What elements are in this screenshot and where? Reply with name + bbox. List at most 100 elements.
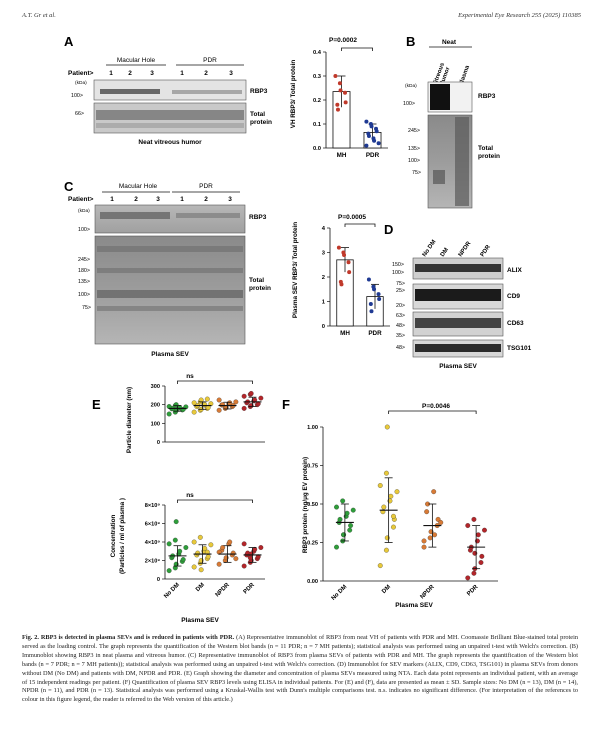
data-point (198, 397, 204, 403)
group-label-macular-hole: Macular Hole (119, 183, 158, 190)
data-point (335, 102, 340, 107)
rbp3-band-mh (100, 89, 160, 94)
data-point (241, 393, 247, 399)
data-point (333, 74, 338, 78)
data-point (227, 400, 233, 406)
data-point (233, 399, 239, 405)
panel-b: B Neat Vitreous Humor Plasma (kDa) 100> … (403, 34, 500, 209)
y-tick-label: 2×10⁹ (145, 559, 161, 565)
data-point (198, 567, 204, 573)
marker: 135> (78, 279, 90, 285)
x-tick-label: PDR (466, 584, 480, 598)
marker: 245> (408, 128, 420, 134)
y-axis-label: Particle diameter (nm) (126, 387, 133, 453)
rbp3-band-pdr (172, 90, 242, 94)
marker: 75> (412, 170, 421, 176)
lane-label: NPDR (458, 240, 473, 258)
p-value-label: P=0.0002 (329, 37, 357, 44)
data-point (479, 553, 485, 559)
data-point (335, 107, 340, 112)
data-point (191, 539, 197, 545)
rbp3-band-vh (430, 84, 450, 110)
band-label-protein: protein (478, 153, 500, 160)
x-tick-label: DM (195, 582, 206, 593)
data-point (391, 524, 396, 530)
data-point (372, 138, 377, 143)
patient-label: Patient> (68, 70, 94, 77)
lane-number: 2 (204, 70, 208, 77)
data-point (344, 510, 350, 516)
data-point (220, 545, 226, 550)
band-label-rbp3: RBP3 (250, 88, 268, 95)
marker: 245> (78, 257, 90, 263)
p-value-label: P=0.0046 (422, 403, 450, 410)
data-point (421, 538, 427, 544)
data-point (220, 402, 226, 408)
marker-100: 100> (71, 93, 83, 99)
data-point (377, 297, 382, 302)
figure-2: A Macular Hole PDR Patient> 1 2 3 1 2 3 … (64, 34, 532, 624)
y-tick-label: 6×10⁹ (145, 522, 161, 528)
figure-caption: Fig. 2. RBP3 is detected in plasma SEVs … (22, 634, 578, 705)
y-tick-label: 4 (322, 226, 326, 232)
significance-bracket (341, 47, 373, 51)
panel-letter: F (282, 397, 290, 412)
data-point (334, 544, 339, 550)
data-point (465, 575, 471, 581)
data-point (197, 534, 203, 540)
data-point (191, 564, 197, 570)
marker: 100> (408, 158, 420, 164)
significance-bracket (177, 380, 253, 384)
data-point (394, 489, 400, 495)
panel-e-concentration-chart: ns Concentration (Particles / ml of plas… (110, 492, 265, 624)
x-tick-label: NPDR (215, 582, 232, 599)
group-label-pdr: PDR (203, 57, 217, 64)
marker-66: 66> (75, 111, 84, 117)
lane-number: 1 (180, 70, 184, 77)
panel-letter: D (384, 222, 393, 237)
significance-bracket (388, 410, 477, 414)
lane-number: 1 (110, 196, 114, 203)
data-point (216, 397, 222, 403)
y-tick-label: 0.1 (313, 122, 322, 128)
marker: 20> (396, 303, 405, 309)
x-tick-label: No DM (163, 582, 181, 600)
data-point (347, 527, 353, 533)
data-point (202, 402, 208, 408)
data-point (384, 424, 390, 430)
lane-label: No DM (422, 239, 438, 258)
y-tick-label: 0.00 (307, 579, 318, 585)
significance-bracket (177, 499, 253, 503)
y-axis-label: RBP3 protein (ng/μg EV protein) (302, 457, 309, 553)
data-point (343, 100, 348, 105)
y-tick-label: 300 (151, 384, 160, 390)
group-label-macular-hole: Macular Hole (117, 57, 156, 64)
data-point (372, 287, 377, 292)
rbp3-band-mh (100, 212, 170, 219)
data-point (248, 391, 254, 396)
data-point (471, 516, 477, 522)
y-tick-label: 1 (322, 300, 326, 306)
y-tick-label: 0.4 (313, 50, 322, 56)
data-point (350, 507, 356, 513)
p-value-label: P=0.0005 (338, 214, 366, 221)
y-tick-label: 0.50 (307, 502, 318, 508)
y-tick-label: 0 (157, 577, 160, 583)
band-label-protein: protein (250, 119, 272, 126)
y-tick-label: 0.2 (313, 98, 321, 104)
band-label-cd63: CD63 (507, 320, 524, 327)
data-point (432, 532, 438, 538)
y-tick-label: 100 (151, 421, 160, 427)
panel-letter: C (64, 179, 74, 194)
running-header-journal: Experimental Eye Research 255 (2025) 110… (458, 12, 581, 19)
data-point (475, 532, 481, 538)
data-point (337, 516, 343, 522)
marker: 48> (396, 323, 405, 329)
data-point (482, 527, 487, 533)
data-point (216, 407, 222, 413)
x-tick-label: DM (381, 584, 392, 595)
data-point (478, 560, 484, 565)
marker-100: 100> (78, 227, 90, 233)
significance-bracket (344, 223, 376, 227)
marker: 180> (78, 268, 90, 274)
